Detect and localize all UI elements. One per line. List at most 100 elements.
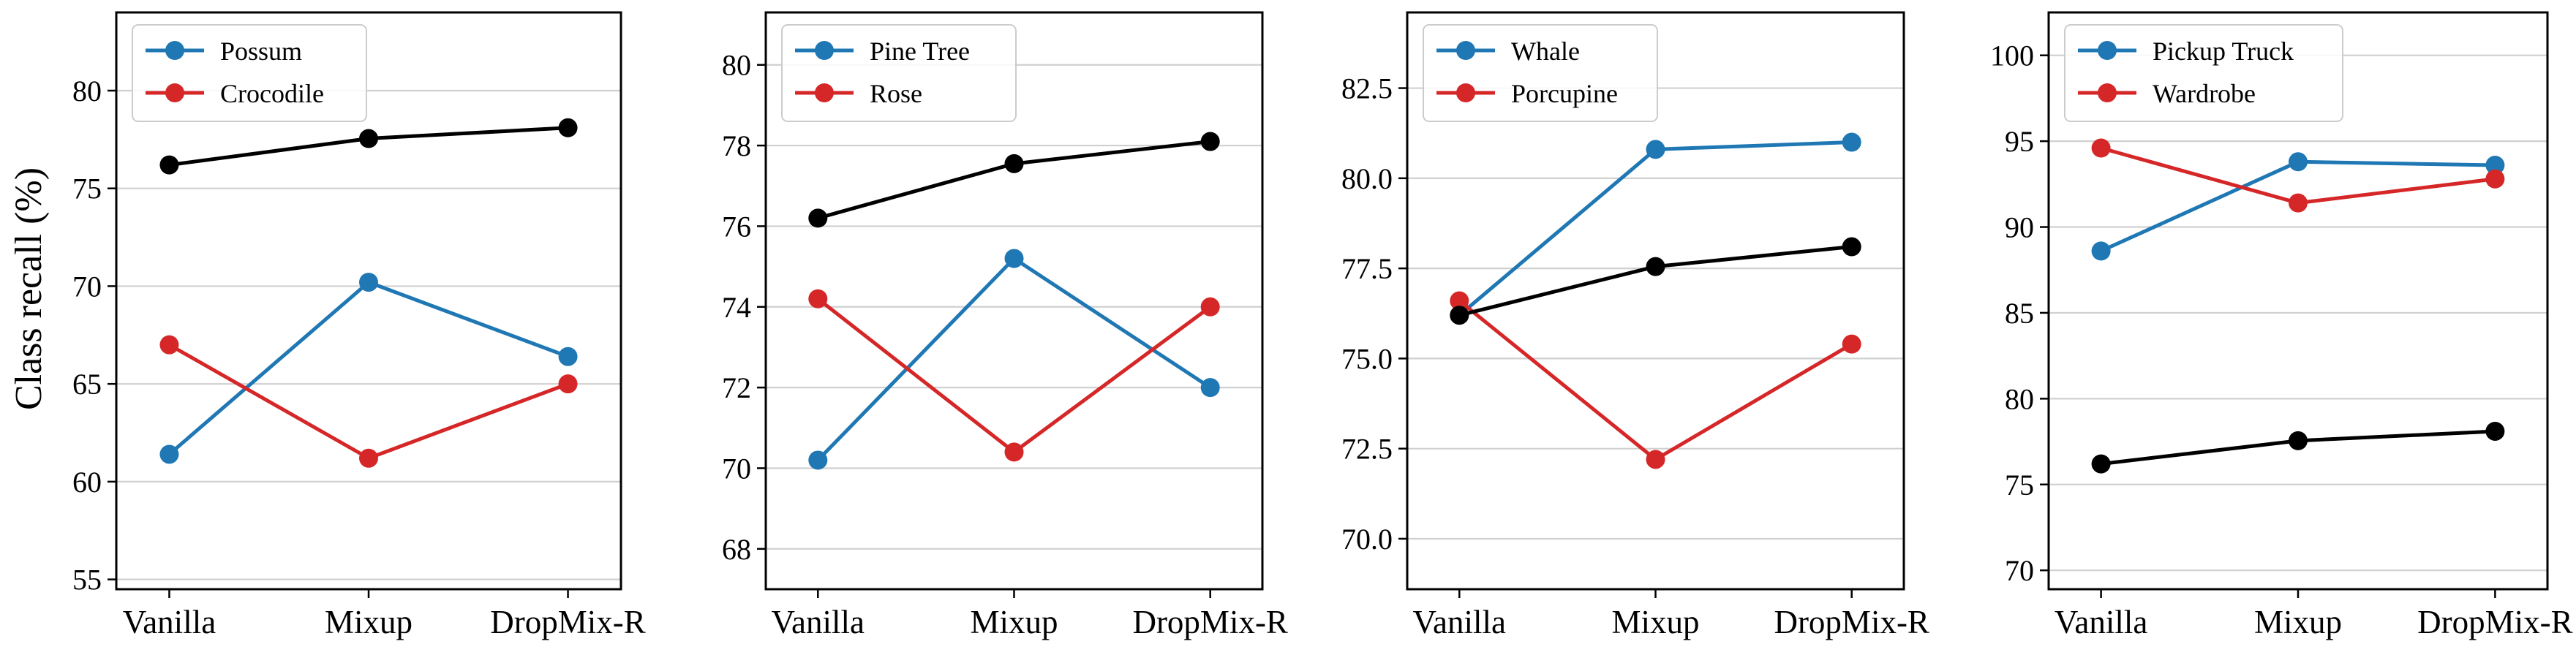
data-point (2091, 241, 2111, 261)
legend-marker (165, 83, 184, 102)
x-tick-label: Vanilla (2055, 604, 2147, 640)
data-point (558, 347, 578, 366)
data-point (558, 374, 578, 394)
legend-marker (815, 41, 834, 60)
legend-label: Pine Tree (870, 37, 970, 66)
chart-panel-4: 70 75 80 85 90 95 100 Vanilla Mixup DropMix-R Pick… (1990, 11, 2573, 640)
x-tick-label: Vanilla (1413, 604, 1506, 640)
y-tick-label: 70.0 (1341, 523, 1393, 556)
data-point (2289, 431, 2308, 450)
chart-panel-3: 70.0 72.5 75.0 77.5 80.0 82.5 Vanilla Mixup Drop… (1341, 11, 1929, 640)
data-point (808, 450, 828, 470)
data-point (359, 448, 378, 468)
data-point (2091, 138, 2111, 158)
series-line (816, 297, 1212, 455)
series-line (816, 256, 1212, 462)
x-tick-label: Mixup (970, 604, 1058, 640)
y-tick-label: 68 (722, 533, 751, 566)
data-point (2091, 454, 2111, 474)
data-point (1200, 132, 1220, 151)
y-tick-label: 60 (72, 466, 102, 499)
y-tick-label: 75 (72, 173, 102, 205)
data-point (159, 335, 179, 355)
data-point (1842, 132, 1861, 152)
y-tick-label: 75.0 (1341, 342, 1393, 375)
data-point (359, 273, 378, 292)
y-tick-label: 95 (2005, 125, 2034, 158)
data-point (2289, 152, 2308, 172)
data-point (159, 444, 179, 464)
data-point (159, 155, 179, 175)
y-tick-label: 70 (722, 452, 751, 485)
plot-frame (2047, 11, 2549, 591)
y-tick-label: 80 (72, 75, 102, 107)
y-tick-label: 77.5 (1341, 252, 1393, 285)
chart-panel-1: 55 60 65 70 75 80 Vanilla Mixup DropMix-R Possum C… (72, 11, 646, 640)
data-point (1200, 297, 1220, 317)
y-tick-label: 85 (2005, 297, 2034, 330)
legend-marker (2098, 41, 2117, 60)
legend-marker (815, 83, 834, 102)
chart-panels: 55 60 65 70 75 80 Vanilla Mixup DropMix-R Possum C… (72, 11, 2573, 640)
legend-label: Porcupine (1511, 79, 1618, 108)
data-point (359, 129, 378, 148)
plot-frame (764, 11, 1264, 591)
y-tick-label: 72.5 (1341, 433, 1393, 466)
data-point (2485, 155, 2505, 175)
y-axis-label: Class recall (%) (8, 167, 50, 410)
legend-label: Crocodile (220, 79, 324, 108)
y-tick-label: 76 (722, 210, 751, 243)
plot-frame (115, 11, 622, 591)
legend-label: Pickup Truck (2153, 37, 2294, 66)
x-tick-label: Mixup (2254, 604, 2342, 640)
legend-marker (1456, 41, 1475, 60)
legend-marker (1456, 83, 1475, 102)
legend-marker (2098, 83, 2117, 102)
y-tick-label: 78 (722, 129, 751, 162)
y-tick-label: 74 (722, 291, 751, 324)
y-tick-label: 90 (2005, 211, 2034, 244)
legend-label: Wardrobe (2153, 79, 2256, 108)
data-point (1450, 306, 1469, 325)
series-line (817, 140, 1210, 220)
data-point (1646, 140, 1665, 159)
x-tick-label: DropMix-R (490, 604, 646, 640)
data-point (1004, 442, 1024, 462)
y-tick-label: 70 (2005, 554, 2034, 587)
x-tick-label: Mixup (325, 604, 413, 640)
y-tick-label: 82.5 (1341, 72, 1393, 105)
x-tick-label: Mixup (1611, 604, 1699, 640)
series-line (1458, 299, 1853, 462)
data-point (2289, 193, 2308, 213)
legend-label: Possum (220, 37, 302, 66)
x-tick-label: DropMix-R (1774, 604, 1929, 640)
data-point (2485, 169, 2505, 189)
data-point (1200, 378, 1220, 398)
legend-label: Rose (870, 79, 922, 108)
y-tick-label: 75 (2005, 469, 2034, 501)
data-point (1842, 237, 1861, 257)
y-tick-label: 55 (72, 564, 102, 597)
data-point (1450, 291, 1469, 311)
y-tick-label: 72 (722, 371, 751, 404)
legend-marker (165, 41, 184, 60)
data-point (558, 118, 578, 137)
series-line (1458, 140, 1852, 317)
y-tick-label: 70 (72, 270, 102, 303)
x-tick-label: DropMix-R (2417, 604, 2573, 640)
series-line (1458, 245, 1852, 317)
y-tick-label: 65 (72, 368, 102, 401)
data-point (1646, 257, 1665, 276)
data-point (2485, 421, 2505, 441)
y-tick-label: 80 (722, 49, 751, 82)
x-tick-label: Vanilla (772, 604, 865, 640)
data-point (1842, 334, 1861, 354)
legend-label: Whale (1511, 37, 1580, 66)
data-point (808, 289, 828, 308)
data-point (808, 208, 828, 228)
chart-panel-2: 68 70 72 74 76 78 80 Vanilla Mixup DropMix-R Pine … (722, 11, 1288, 640)
x-tick-label: Vanilla (123, 604, 216, 640)
x-tick-label: DropMix-R (1132, 604, 1288, 640)
data-point (1646, 450, 1665, 469)
